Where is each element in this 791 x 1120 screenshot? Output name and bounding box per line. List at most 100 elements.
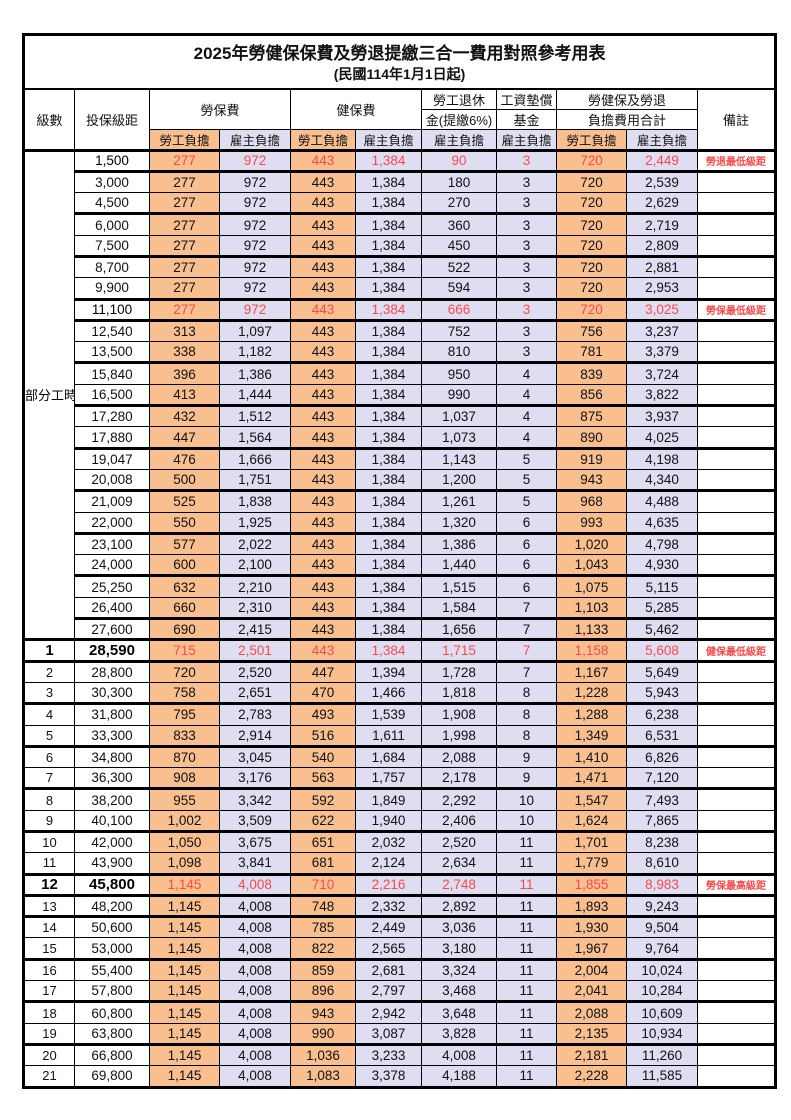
cell-total-employer: 2,809 — [626, 234, 698, 257]
cell-total-employer: 10,284 — [626, 980, 698, 1003]
cell-bracket: 31,800 — [74, 702, 150, 726]
cell-remark: 勞退最低級距 — [696, 148, 777, 172]
cell-health-employee: 443 — [290, 192, 356, 215]
cell-remark — [696, 659, 777, 683]
cell-labor-employer: 1,444 — [219, 383, 291, 407]
cell-remark — [696, 341, 777, 364]
cell-labor-employer: 4,008 — [219, 915, 291, 939]
cell-remark — [696, 169, 777, 194]
col-header-total-line2: 負擔費用合計 — [556, 108, 698, 130]
col-header-pension-line2: 金(提繳6%) — [421, 108, 497, 130]
cell-total-employee: 856 — [556, 383, 627, 407]
cell-level: 15 — [23, 937, 75, 960]
cell-total-employee: 720 — [556, 212, 627, 236]
col-header-wage-fund-line1: 工資墊償 — [496, 88, 557, 110]
cell-pension-employer: 1,656 — [421, 617, 497, 641]
cell-health-employer: 1,384 — [355, 511, 422, 534]
cell-fund-employer: 4 — [496, 404, 557, 428]
cell-labor-employee: 1,145 — [149, 872, 220, 896]
table-row: 10 42,000 1,050 3,675 651 2,032 2,520 11 1,701 8,… — [23, 829, 777, 854]
cell-health-employee: 443 — [290, 341, 356, 364]
cell-fund-employer: 11 — [496, 852, 557, 875]
table-row: 16 55,400 1,145 4,008 859 2,681 3,324 11 2,004 10… — [23, 957, 777, 982]
cell-pension-employer: 90 — [421, 148, 497, 172]
cell-health-employer: 1,384 — [355, 318, 422, 343]
cell-labor-employer: 972 — [219, 297, 291, 321]
cell-total-employee: 2,181 — [556, 1042, 627, 1067]
cell-health-employee: 470 — [290, 681, 356, 705]
cell-health-employer: 1,384 — [355, 212, 422, 236]
col-header-labor-insurance: 勞保費 — [149, 88, 291, 130]
cell-labor-employee: 1,145 — [149, 893, 220, 918]
cell-health-employer: 1,384 — [355, 468, 422, 492]
cell-pension-employer: 594 — [421, 277, 497, 300]
cell-total-employee: 993 — [556, 511, 627, 534]
cell-labor-employer: 3,841 — [219, 852, 291, 875]
cell-labor-employer: 1,666 — [219, 446, 291, 470]
cell-labor-employer: 4,008 — [219, 1042, 291, 1067]
cell-fund-employer: 3 — [496, 254, 557, 279]
cell-pension-employer: 666 — [421, 297, 497, 321]
cell-labor-employee: 277 — [149, 254, 220, 279]
cell-total-employer: 6,531 — [626, 724, 698, 747]
cell-pension-employer: 360 — [421, 212, 497, 236]
cell-fund-employer: 11 — [496, 829, 557, 854]
cell-total-employee: 1,701 — [556, 829, 627, 854]
cell-bracket: 42,000 — [74, 829, 150, 854]
page-title: 2025年勞健保保費及勞退提繳三合一費用對照參考用表 — [193, 43, 606, 63]
cell-labor-employer: 4,008 — [219, 1000, 291, 1024]
cell-fund-employer: 8 — [496, 724, 557, 747]
col-header-wage-fund-line2: 基金 — [496, 108, 557, 130]
table-row: 部分工時 1,500 277 972 443 1,384 90 3 720 2,449 勞退最低級距 — [23, 148, 777, 641]
cell-fund-employer: 6 — [496, 554, 557, 577]
cell-pension-employer: 1,073 — [421, 426, 497, 449]
cell-health-employer: 2,449 — [355, 915, 422, 939]
cell-total-employee: 919 — [556, 446, 627, 470]
cell-remark — [696, 361, 777, 385]
cell-remark — [696, 489, 777, 513]
cell-health-employee: 443 — [290, 638, 356, 662]
cell-labor-employer: 972 — [219, 254, 291, 279]
table-row: 12,540 313 1,097 443 1,384 752 3 756 3,237 — [24, 318, 777, 343]
cell-pension-employer: 990 — [421, 383, 497, 407]
cell-level: 7 — [23, 767, 75, 790]
subheader-health-employee: 勞工負擔 — [290, 128, 356, 152]
cell-bracket: 57,800 — [74, 980, 150, 1003]
cell-bracket: 17,280 — [74, 404, 150, 428]
cell-labor-employee: 338 — [149, 341, 220, 364]
cell-level: 13 — [23, 893, 75, 918]
table-row: 19,047 476 1,666 443 1,384 1,143 5 919 4,198 — [24, 446, 777, 470]
cell-remark — [696, 724, 777, 747]
cell-total-employee: 968 — [556, 489, 627, 513]
cell-total-employee: 1,158 — [556, 638, 627, 662]
cell-total-employee: 1,930 — [556, 915, 627, 939]
table-row: 27,600 690 2,415 443 1,384 1,656 7 1,133 5,462 — [24, 617, 777, 641]
cell-health-employer: 2,797 — [355, 980, 422, 1003]
cell-pension-employer: 1,728 — [421, 659, 497, 683]
cell-health-employee: 822 — [290, 937, 356, 960]
cell-fund-employer: 5 — [496, 468, 557, 492]
cell-labor-employer: 2,520 — [219, 659, 291, 683]
table-row: 3 30,300 758 2,651 470 1,466 1,818 8 1,228 5,943 — [23, 681, 777, 705]
table-row: 26,400 660 2,310 443 1,384 1,584 7 1,103 5,285 — [24, 596, 777, 620]
cell-pension-employer: 1,261 — [421, 489, 497, 513]
cell-fund-employer: 3 — [496, 297, 557, 321]
cell-bracket: 48,200 — [74, 893, 150, 918]
cell-total-employee: 720 — [556, 148, 627, 172]
cell-bracket: 45,800 — [74, 872, 150, 896]
cell-labor-employee: 660 — [149, 596, 220, 620]
cell-total-employer: 10,609 — [626, 1000, 698, 1024]
cell-bracket: 40,100 — [74, 809, 150, 833]
cell-labor-employer: 4,008 — [219, 980, 291, 1003]
cell-health-employer: 1,384 — [355, 554, 422, 577]
cell-bracket: 25,250 — [74, 574, 150, 598]
cell-pension-employer: 1,320 — [421, 511, 497, 534]
cell-pension-employer: 4,188 — [421, 1065, 497, 1088]
cell-level: 1 — [23, 638, 75, 662]
cell-level: 17 — [23, 980, 75, 1003]
cell-pension-employer: 1,584 — [421, 596, 497, 620]
cell-health-employer: 2,681 — [355, 957, 422, 982]
cell-labor-employer: 972 — [219, 277, 291, 300]
cell-fund-employer: 3 — [496, 212, 557, 236]
